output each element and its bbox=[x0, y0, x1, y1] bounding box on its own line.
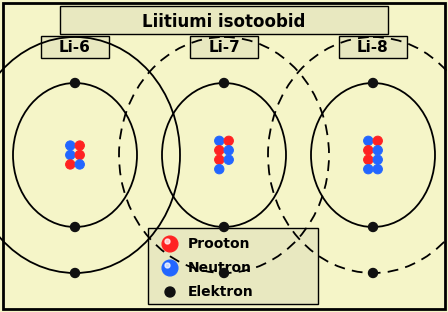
Circle shape bbox=[162, 236, 178, 252]
Circle shape bbox=[75, 150, 84, 160]
Circle shape bbox=[65, 141, 75, 150]
Circle shape bbox=[75, 141, 84, 150]
Bar bbox=[148, 228, 318, 304]
Circle shape bbox=[220, 79, 228, 87]
Text: Prooton: Prooton bbox=[188, 237, 250, 251]
Bar bbox=[41, 36, 109, 58]
Circle shape bbox=[373, 155, 383, 164]
Text: Elektron: Elektron bbox=[188, 285, 254, 299]
Circle shape bbox=[364, 136, 373, 145]
Circle shape bbox=[220, 222, 228, 232]
Circle shape bbox=[215, 155, 224, 164]
Text: Li-7: Li-7 bbox=[208, 41, 240, 56]
Circle shape bbox=[70, 222, 79, 232]
Circle shape bbox=[70, 79, 79, 87]
Bar bbox=[60, 6, 388, 34]
Circle shape bbox=[220, 269, 228, 277]
Circle shape bbox=[162, 260, 178, 276]
Text: Li-6: Li-6 bbox=[59, 41, 91, 56]
Text: Neutron: Neutron bbox=[188, 261, 252, 275]
Circle shape bbox=[369, 269, 378, 277]
Circle shape bbox=[373, 164, 383, 174]
Circle shape bbox=[373, 146, 383, 155]
Circle shape bbox=[369, 222, 378, 232]
Circle shape bbox=[224, 146, 233, 155]
Circle shape bbox=[364, 164, 373, 174]
Circle shape bbox=[373, 136, 383, 145]
Circle shape bbox=[224, 155, 233, 164]
Circle shape bbox=[364, 155, 373, 164]
Text: Li-8: Li-8 bbox=[357, 41, 389, 56]
Circle shape bbox=[165, 263, 170, 268]
Bar bbox=[190, 36, 258, 58]
Circle shape bbox=[215, 164, 224, 174]
Circle shape bbox=[75, 160, 84, 169]
Circle shape bbox=[215, 136, 224, 145]
Circle shape bbox=[224, 136, 233, 145]
Text: Liitiumi isotoobid: Liitiumi isotoobid bbox=[142, 13, 306, 31]
Circle shape bbox=[65, 160, 75, 169]
Circle shape bbox=[70, 269, 79, 277]
Circle shape bbox=[165, 239, 170, 244]
Circle shape bbox=[65, 150, 75, 160]
Circle shape bbox=[215, 146, 224, 155]
Circle shape bbox=[364, 146, 373, 155]
Circle shape bbox=[165, 287, 175, 297]
Bar bbox=[339, 36, 407, 58]
Circle shape bbox=[369, 79, 378, 87]
